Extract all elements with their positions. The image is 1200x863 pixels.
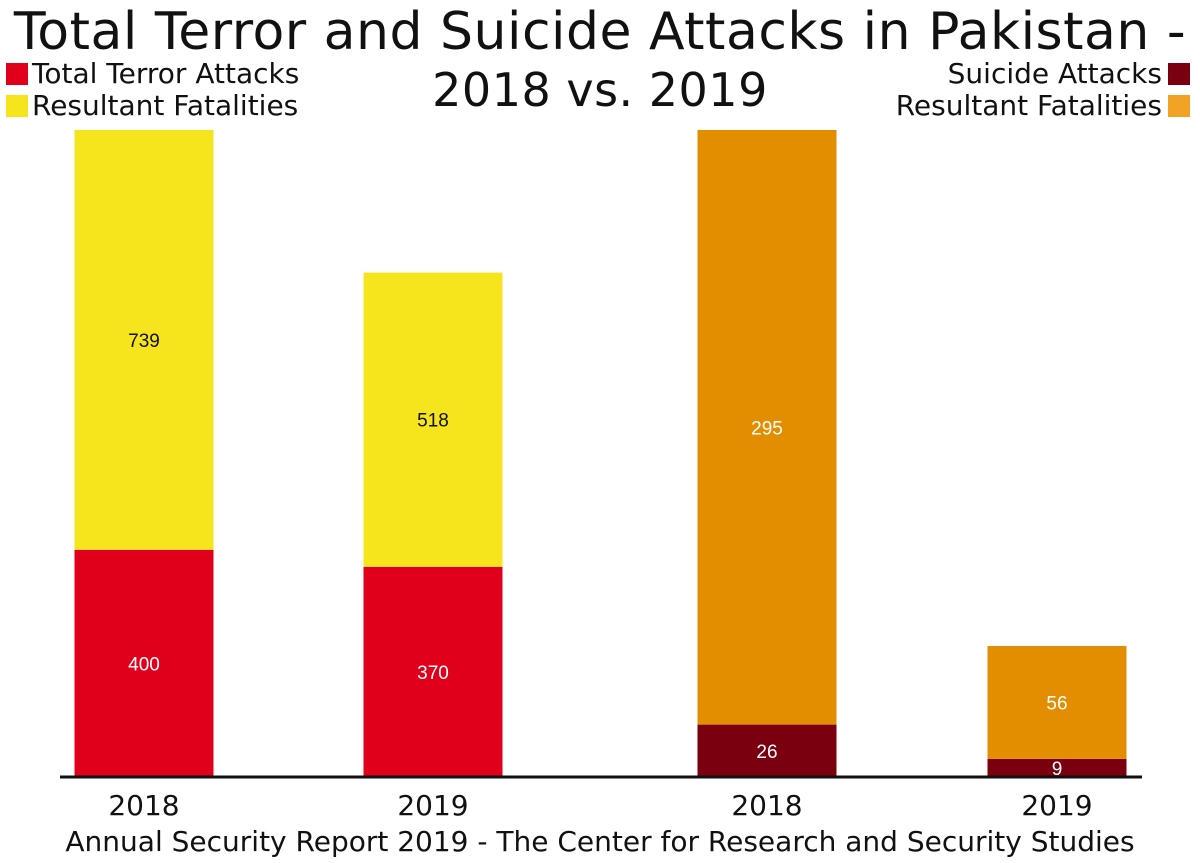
data-label-g1-c1-s1: 56	[1046, 693, 1067, 714]
data-label-g0-c1-s0: 370	[417, 663, 449, 684]
legend-label-suicide-attacks: Suicide Attacks	[947, 57, 1162, 90]
bar-g0-c1-s1	[363, 272, 503, 567]
legend-item-terror-fatalities: Resultant Fatalities	[6, 90, 299, 122]
data-label-g0-c1-s1: 518	[417, 411, 449, 432]
x-tick-label-g0-c1: 2019	[397, 789, 468, 822]
legend-item-suicide-attacks: Suicide Attacks	[896, 58, 1190, 90]
bar-g0-c1-s0	[363, 566, 503, 777]
legend-right: Suicide Attacks Resultant Fatalities	[896, 58, 1190, 122]
data-label-g1-c0-s1: 295	[751, 418, 783, 439]
legend-item-suicide-fatalities: Resultant Fatalities	[896, 90, 1190, 122]
bar-g0-c0-s1	[74, 130, 214, 550]
bar-g1-c1-s1	[987, 645, 1127, 759]
legend-item-terror-attacks: Total Terror Attacks	[6, 58, 299, 90]
legend-label-suicide-fatalities: Resultant Fatalities	[895, 89, 1162, 122]
chart-title-line1: Total Terror and Suicide Attacks in Paki…	[13, 2, 1187, 62]
x-tick-label-g1-c0: 2018	[731, 789, 802, 822]
legend-swatch-suicide-fatalities	[1168, 95, 1190, 117]
legend-label-terror-fatalities: Resultant Fatalities	[32, 89, 299, 122]
legend-left: Total Terror Attacks Resultant Fatalitie…	[6, 58, 299, 122]
data-label-g1-c1-s0: 9	[1052, 759, 1063, 780]
bar-g0-c0-s0	[74, 549, 214, 777]
bar-g1-c0-s1	[697, 130, 837, 725]
legend-swatch-suicide-attacks	[1168, 63, 1190, 85]
data-label-g0-c0-s0: 400	[128, 654, 160, 675]
legend-label-terror-attacks: Total Terror Attacks	[32, 57, 300, 90]
x-tick-label-g1-c1: 2019	[1021, 789, 1092, 822]
chart-title-line2: 2018 vs. 2019	[432, 63, 768, 117]
data-label-g1-c0-s0: 26	[756, 742, 777, 763]
bar-g1-c0-s0	[697, 724, 837, 777]
x-tick-label-g0-c0: 2018	[108, 789, 179, 822]
data-label-g0-c0-s1: 739	[128, 331, 160, 352]
legend-swatch-terror-attacks	[6, 63, 28, 85]
legend-swatch-terror-fatalities	[6, 95, 28, 117]
bar-g1-c1-s0	[987, 758, 1127, 777]
source-footer: Annual Security Report 2019 - The Center…	[65, 825, 1135, 858]
